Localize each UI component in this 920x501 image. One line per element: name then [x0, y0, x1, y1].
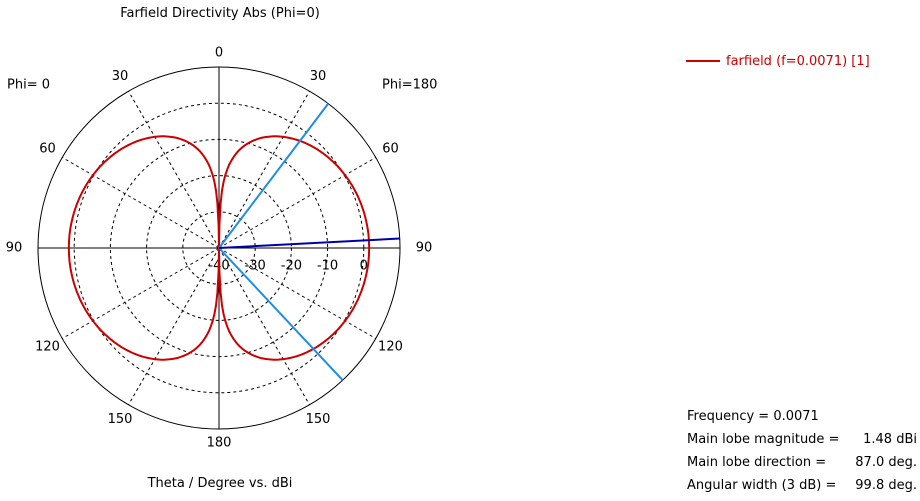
magnitude-value: 1.48 dBi [863, 432, 917, 447]
chart-title: Farfield Directivity Abs (Phi=0) [120, 6, 320, 21]
grid-spoke [218, 247, 310, 406]
grid-spoke [218, 157, 377, 249]
direction-value: 87.0 deg. [855, 455, 917, 470]
width-label: Angular width (3 dB) = [687, 478, 837, 493]
radial-tick-label: -20 [281, 259, 302, 274]
angle-tick-label: 180 [207, 436, 232, 451]
angle-tick-label: 150 [108, 412, 133, 427]
beamwidth-line [218, 103, 329, 249]
radial-tick-label: -10 [317, 259, 338, 274]
info-panel: Frequency = 0.0071 Main lobe magnitude =… [687, 405, 917, 497]
phi-left-label: Phi= 0 [7, 78, 50, 93]
legend: farfield (f=0.0071) [1] [686, 52, 870, 70]
grid-spoke [218, 90, 310, 249]
angle-tick-label: 30 [112, 69, 129, 84]
angle-tick-label: 60 [382, 142, 399, 157]
frequency-label: Frequency = 0.0071 [687, 409, 819, 424]
angle-tick-label: 30 [310, 69, 327, 84]
radial-tick-label: 0 [360, 259, 368, 274]
grid-spoke [61, 157, 220, 249]
x-axis-label: Theta / Degree vs. dBi [147, 476, 293, 491]
beamwidth-line [218, 247, 344, 381]
legend-label: farfield (f=0.0071) [1] [726, 53, 870, 69]
angle-tick-label: 120 [35, 340, 60, 355]
angle-tick-label: 90 [416, 241, 433, 256]
radial-tick-label: -30 [245, 259, 266, 274]
magnitude-label: Main lobe magnitude = [687, 432, 840, 447]
angle-tick-label: 0 [215, 46, 223, 61]
grid-spoke [128, 90, 220, 249]
direction-label: Main lobe direction = [687, 455, 827, 470]
grid-spoke [61, 247, 220, 339]
angle-tick-label: 90 [6, 241, 23, 256]
grid-spoke [218, 247, 377, 339]
width-value: 99.8 deg. [855, 478, 917, 493]
phi-right-label: Phi=180 [382, 78, 437, 93]
legend-swatch [686, 60, 720, 62]
angle-tick-label: 120 [378, 340, 403, 355]
main-lobe-line [218, 237, 400, 249]
grid-spoke [128, 247, 220, 406]
angle-tick-label: 60 [39, 142, 56, 157]
angle-tick-label: 150 [306, 412, 331, 427]
